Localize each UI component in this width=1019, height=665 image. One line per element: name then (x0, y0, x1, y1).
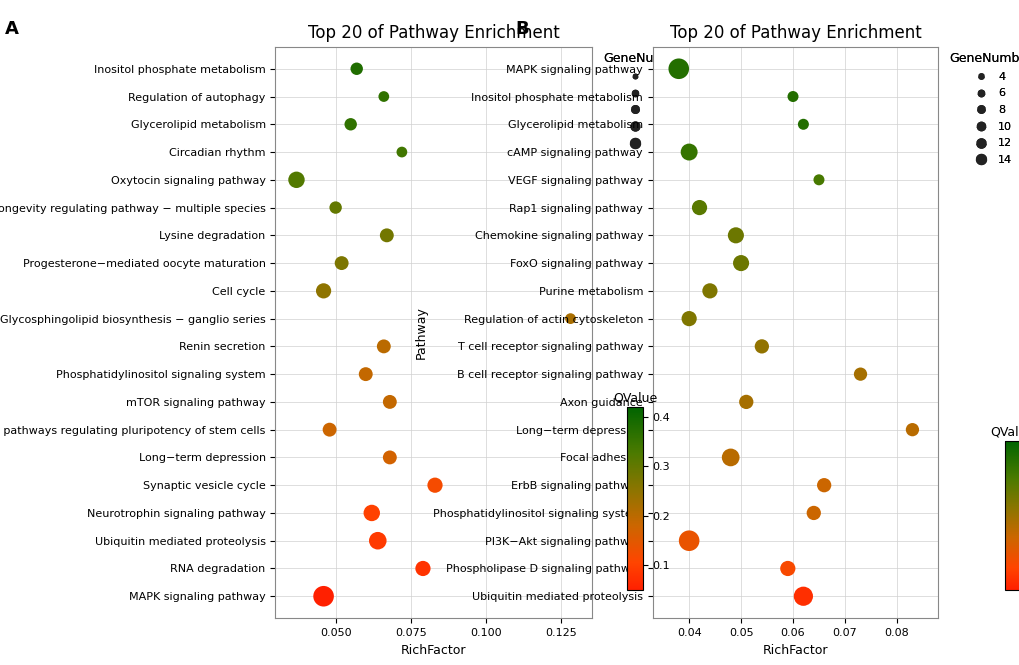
Point (342, 119, 359, 130)
Title: Top 20 of Pathway Enrichment: Top 20 of Pathway Enrichment (308, 24, 558, 42)
Point (315, 591, 331, 602)
Point (721, 452, 738, 463)
Point (369, 535, 385, 546)
Point (904, 424, 920, 435)
Point (288, 174, 305, 185)
Point (733, 258, 749, 269)
Point (315, 285, 331, 296)
Point (381, 452, 397, 463)
Point (852, 369, 868, 380)
Point (805, 507, 821, 518)
Point (784, 91, 800, 102)
Point (795, 119, 811, 130)
Point (815, 480, 832, 491)
X-axis label: RichFactor: RichFactor (762, 644, 827, 657)
Point (561, 313, 578, 324)
Point (375, 341, 391, 352)
Point (669, 63, 686, 74)
Title: QValue: QValue (989, 426, 1019, 439)
Point (681, 147, 697, 158)
Point (681, 535, 697, 546)
Point (691, 202, 707, 213)
Point (426, 480, 442, 491)
Point (363, 507, 379, 518)
Point (358, 369, 374, 380)
Point (381, 396, 397, 407)
Point (753, 341, 769, 352)
Point (701, 285, 717, 296)
Title: Top 20 of Pathway Enrichment: Top 20 of Pathway Enrichment (669, 24, 920, 42)
X-axis label: RichFactor: RichFactor (400, 644, 466, 657)
Point (727, 230, 743, 241)
Point (333, 258, 350, 269)
Y-axis label: Pathway: Pathway (415, 306, 428, 359)
Point (681, 313, 697, 324)
Legend: 2, 4, 6, 8, 10: 2, 4, 6, 8, 10 (603, 52, 686, 148)
Point (378, 230, 394, 241)
Point (393, 147, 410, 158)
Point (321, 424, 337, 435)
Point (779, 563, 795, 574)
Title: QValue: QValue (612, 391, 656, 404)
Point (795, 591, 811, 602)
Legend: 4, 6, 8, 10, 12, 14: 4, 6, 8, 10, 12, 14 (949, 52, 1019, 165)
Point (415, 563, 431, 574)
Point (810, 174, 826, 185)
Point (348, 63, 365, 74)
Point (375, 91, 391, 102)
Text: B: B (515, 20, 528, 38)
Text: A: A (5, 20, 19, 38)
Point (327, 202, 343, 213)
Point (738, 396, 754, 407)
